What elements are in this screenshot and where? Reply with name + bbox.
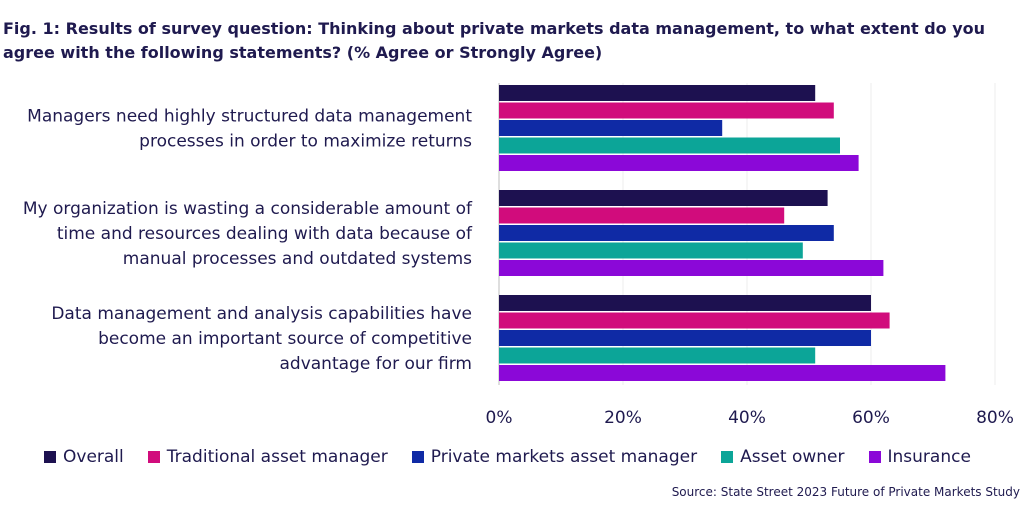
legend-item: Private markets asset manager (411, 447, 698, 467)
chart-title: Fig. 1: Results of survey question: Thin… (3, 19, 986, 62)
x-tick-label: 40% (728, 408, 766, 428)
legend-item: Overall (44, 447, 124, 467)
bar (499, 102, 834, 119)
bars (499, 85, 946, 381)
bar (499, 365, 946, 381)
bar (499, 295, 871, 311)
legend-label: Asset owner (740, 447, 845, 467)
legend-item: Insurance (868, 447, 971, 467)
legend-label: Overall (63, 447, 124, 467)
legend-item: Asset owner (721, 447, 845, 467)
bar (499, 85, 816, 101)
legend: Overall Traditional asset manager Private … (44, 447, 971, 467)
legend-item: Traditional asset manager (147, 447, 388, 467)
bar (499, 330, 871, 346)
legend-swatch (147, 451, 160, 463)
legend-label: Traditional asset manager (166, 447, 388, 467)
category-label: become an important source of competitiv… (98, 329, 472, 349)
x-tick-label: 60% (852, 408, 890, 428)
legend-swatch (721, 451, 734, 463)
bar (499, 190, 828, 206)
category-label: manual processes and outdated systems (123, 249, 472, 269)
legend-label: Private markets asset manager (430, 447, 698, 467)
legend-label: Insurance (887, 447, 971, 467)
legend-swatch (44, 451, 56, 463)
bar (499, 347, 816, 364)
bar (499, 260, 884, 276)
legend-swatch (868, 451, 881, 463)
category-label: time and resources dealing with data bec… (57, 224, 473, 244)
source-note: Source: State Street 2023 Future of Priv… (671, 485, 1020, 499)
bar (499, 242, 803, 259)
category-label: Data management and analysis capabilitie… (51, 304, 472, 324)
bar (499, 225, 834, 241)
x-tick-labels: 0% 20% 40% 60% 80% (486, 408, 1014, 428)
x-tick-label: 0% (486, 408, 513, 428)
bar (499, 155, 859, 171)
category-label: My organization is wasting a considerabl… (23, 199, 473, 219)
category-labels: Managers need highly structured data man… (23, 107, 473, 375)
x-tick-label: 20% (604, 408, 642, 428)
legend-swatch (411, 451, 424, 463)
bar (499, 312, 890, 329)
category-label: Managers need highly structured data man… (27, 107, 472, 127)
bar (499, 120, 723, 136)
bar (499, 137, 840, 154)
x-tick-label: 80% (976, 408, 1014, 428)
category-label: processes in order to maximize returns (139, 132, 472, 152)
category-label: advantage for our firm (279, 354, 472, 374)
bar (499, 207, 785, 224)
